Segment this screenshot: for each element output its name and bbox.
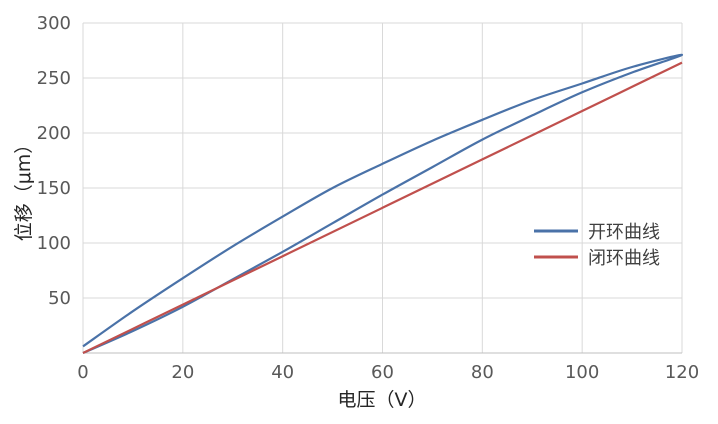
y-tick-label: 200 — [37, 123, 71, 144]
x-tick-label: 100 — [565, 362, 599, 383]
x-tick-label: 80 — [471, 362, 494, 383]
y-tick-label: 50 — [48, 288, 71, 309]
y-tick-label: 150 — [37, 178, 71, 199]
legend-label-2: 闭环曲线 — [588, 248, 660, 269]
y-tick-labels: 50 100 150 200 250 300 — [37, 13, 71, 309]
x-axis-title: 电压（V） — [338, 389, 427, 411]
x-tick-label: 20 — [171, 362, 194, 383]
series-line-1 — [82, 53, 684, 355]
y-tick-label: 250 — [37, 68, 71, 89]
legend-label-1: 开环曲线 — [588, 222, 660, 243]
x-tick-labels: 0 20 40 60 80 100 120 — [77, 362, 699, 383]
y-tick-label: 100 — [37, 233, 71, 254]
y-tick-label: 300 — [37, 13, 71, 34]
series-layer — [82, 53, 684, 355]
x-tick-label: 40 — [271, 362, 294, 383]
y-axis-title: 位移（μm） — [13, 135, 35, 242]
x-tick-label: 0 — [77, 362, 88, 383]
x-tick-label: 60 — [371, 362, 394, 383]
x-tick-label: 120 — [665, 362, 699, 383]
series-line-2 — [82, 61, 683, 354]
grid-lines — [82, 22, 683, 354]
